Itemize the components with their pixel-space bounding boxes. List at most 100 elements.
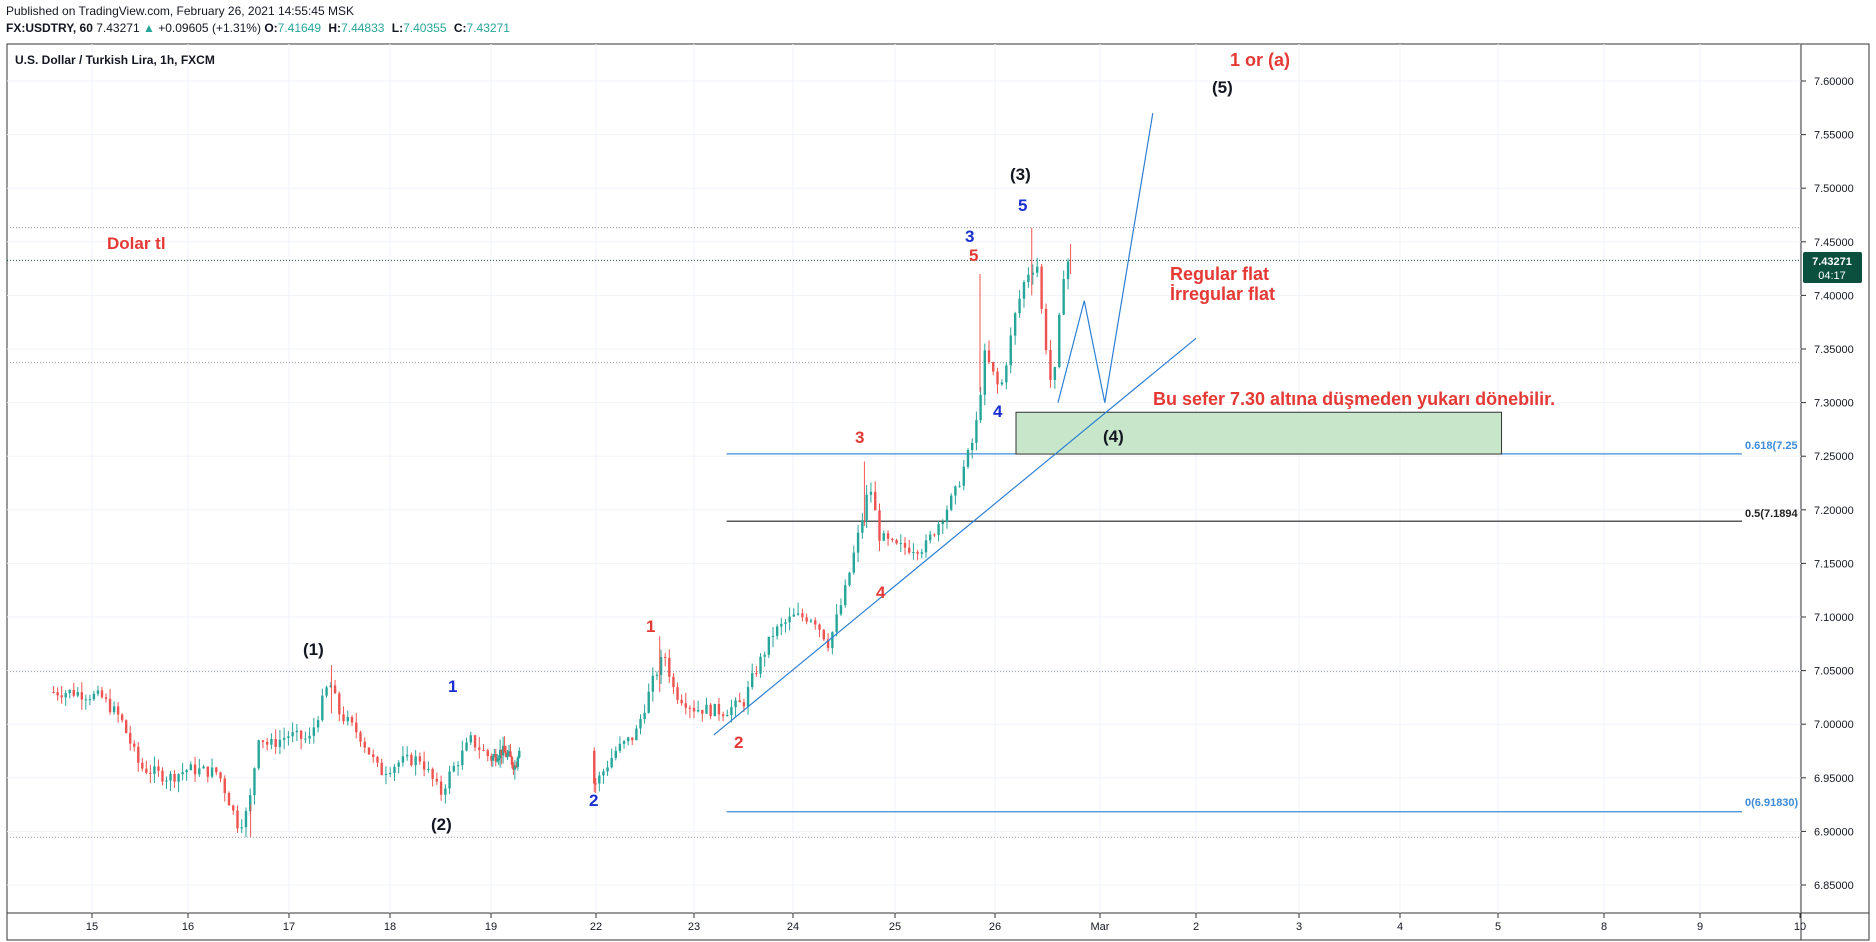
fib-label-05: 0.5(7.1894: [1745, 508, 1798, 520]
candle-body: [1031, 272, 1034, 275]
candle-body: [498, 749, 502, 759]
candle-body: [452, 765, 456, 772]
candle-body: [439, 781, 443, 795]
candle-body: [108, 698, 112, 713]
close-label: C:: [453, 21, 467, 35]
candle-body: [801, 613, 804, 618]
candle-body: [899, 542, 902, 544]
candle-body: [1040, 266, 1043, 309]
candle-body: [393, 766, 396, 774]
blue-4-label: 4: [993, 402, 1003, 421]
candle-body: [145, 768, 148, 773]
candle-body: [444, 788, 447, 795]
candle-body: [338, 693, 341, 715]
candle-body: [822, 629, 826, 640]
candle-body: [372, 754, 375, 757]
candle-body: [129, 732, 132, 744]
candle-body: [223, 778, 226, 794]
x-tick-label: 8: [1601, 921, 1607, 933]
candle-body: [983, 350, 986, 395]
candle-body: [734, 700, 737, 708]
candle-body: [792, 614, 796, 617]
candle-body: [835, 614, 838, 633]
candle-body: [929, 534, 932, 541]
candle-body: [746, 687, 750, 707]
candle-body: [478, 747, 481, 750]
candle-body: [676, 687, 679, 700]
candle-body: [206, 766, 209, 777]
candle-body: [763, 654, 766, 657]
candle-body: [240, 827, 243, 829]
x-tick-label: 15: [86, 921, 98, 933]
candle-body: [510, 757, 514, 765]
candle-body: [602, 771, 605, 776]
candle-body: [767, 636, 771, 655]
candle-body: [1049, 349, 1052, 380]
candle-body: [189, 764, 193, 771]
candle-body: [852, 552, 855, 573]
x-tick-label: Mar: [1091, 921, 1110, 933]
x-tick-label: 18: [384, 921, 396, 933]
candle-body: [414, 756, 417, 766]
candle-body: [507, 751, 511, 754]
candle-body: [1005, 365, 1008, 383]
candle-body: [886, 533, 890, 539]
candle-body: [68, 690, 71, 694]
candle-body: [809, 620, 813, 622]
candle-body: [215, 767, 218, 773]
blue-5-label: 5: [1018, 196, 1027, 215]
blue-1-label: 1: [448, 677, 457, 696]
trendline[interactable]: [713, 337, 1197, 736]
candle-body: [796, 613, 800, 615]
wave-3-label: (3): [1010, 165, 1031, 184]
y-tick-label: 7.35000: [1814, 344, 1854, 356]
candle-body: [771, 635, 775, 637]
x-axis-ticks: 15 16 17 18 19 22 23 24 25 26 Mar 2 3 4 5 8 9 10: [86, 913, 1806, 933]
x-tick-label: 9: [1697, 921, 1703, 933]
red-4-label: 4: [876, 583, 886, 602]
candle-body: [865, 494, 868, 521]
candle-body: [60, 695, 63, 698]
candle-body: [427, 768, 430, 770]
candle-body: [759, 656, 762, 674]
candle-body: [490, 756, 493, 761]
candle-body: [954, 486, 957, 496]
red-3-label: 3: [855, 428, 864, 447]
candle-body: [992, 362, 995, 372]
y-tick-label: 7.30000: [1814, 398, 1854, 410]
candle-body: [509, 751, 512, 758]
candle-body: [518, 750, 521, 758]
candle-body: [100, 690, 104, 698]
candle-body: [418, 756, 422, 762]
candle-body: [726, 715, 729, 717]
y-tick-label: 6.85000: [1814, 880, 1854, 892]
candle-body: [614, 750, 617, 758]
candle-body: [308, 735, 311, 739]
candle-body: [287, 736, 290, 739]
candle-body: [350, 717, 354, 723]
candle-body: [1013, 313, 1017, 336]
candle-body: [493, 754, 496, 757]
candle-body: [236, 810, 239, 829]
candle-body: [389, 773, 392, 775]
candle-body: [149, 772, 152, 774]
candle-body: [198, 768, 201, 775]
candle-body: [435, 778, 439, 782]
projection-path[interactable]: [1057, 113, 1154, 403]
candle-body: [874, 491, 877, 511]
candle-body: [680, 699, 683, 704]
candle-body: [133, 743, 136, 747]
candle-body: [916, 552, 919, 554]
candle-body: [92, 693, 96, 700]
high-value: 7.44833: [341, 21, 385, 35]
candle-body: [684, 703, 687, 708]
x-tick-label: 26: [989, 921, 1001, 933]
candle-body: [367, 747, 371, 755]
y-tick-label: 7.10000: [1814, 612, 1854, 624]
target-zone[interactable]: [1015, 411, 1503, 455]
candle-body: [826, 639, 830, 648]
candle-body: [316, 720, 320, 728]
candle-body: [891, 538, 894, 541]
candle-body: [814, 620, 817, 625]
